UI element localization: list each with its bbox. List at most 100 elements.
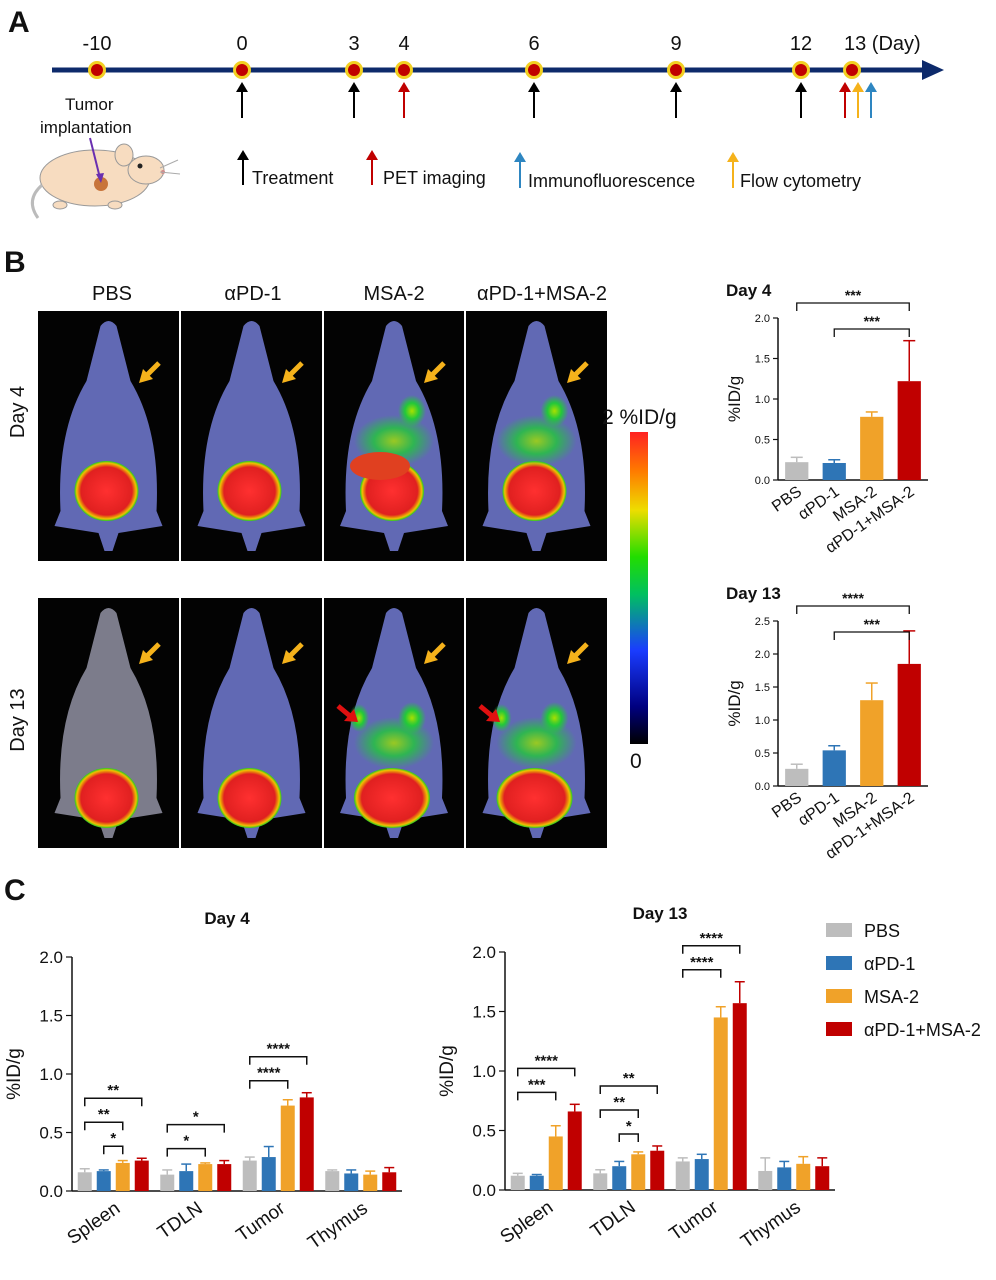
y-tick-label: 2.0 xyxy=(755,649,770,661)
liver-signal xyxy=(496,717,577,769)
pet-image xyxy=(181,311,322,561)
bar xyxy=(242,1160,257,1191)
yellow-arrow-head xyxy=(139,650,153,664)
timeline-dot xyxy=(233,61,251,79)
column-label-msa2: MSA-2 xyxy=(363,283,424,305)
significance-bracket xyxy=(618,1133,639,1142)
treatment-arrow xyxy=(528,82,540,118)
significance-bracket xyxy=(796,302,910,311)
y-axis-label: %ID/g xyxy=(725,376,744,422)
yellow-arrow-head xyxy=(282,650,296,664)
significance-label: * xyxy=(193,1109,199,1126)
panel-label-b: B xyxy=(4,246,26,279)
pet-image xyxy=(181,598,322,848)
yellow-arrow-head xyxy=(424,369,438,383)
timeline-day-label: 9 xyxy=(670,33,681,55)
significance-bracket xyxy=(103,1145,124,1155)
column-label-pbs: PBS xyxy=(92,283,132,305)
yellow-arrow-head xyxy=(139,369,153,383)
bar xyxy=(529,1175,544,1190)
flow-arrow xyxy=(852,82,864,118)
significance-bracket xyxy=(249,1079,289,1089)
bar xyxy=(694,1159,709,1190)
timeline-day-label: -10 xyxy=(83,33,112,55)
bar xyxy=(860,700,884,786)
bar xyxy=(777,1167,792,1190)
panel-label-a: A xyxy=(8,6,30,39)
significance-label: ** xyxy=(107,1082,119,1099)
pet-arrow xyxy=(839,82,851,118)
significance-label: * xyxy=(626,1118,632,1135)
y-tick-label: 0.0 xyxy=(755,781,770,793)
pet-arrow xyxy=(398,82,410,118)
bar xyxy=(280,1105,295,1191)
significance-bracket xyxy=(833,328,910,337)
legend-swatch xyxy=(826,956,852,970)
significance-label: *** xyxy=(845,287,862,303)
bar xyxy=(299,1097,314,1191)
bar xyxy=(897,381,921,480)
timeline-dot xyxy=(792,61,810,79)
row-label-day13: Day 13 xyxy=(7,688,29,751)
yellow-arrow-head xyxy=(282,369,296,383)
arrow-head xyxy=(795,82,807,92)
pet-arrow-icon xyxy=(366,150,378,185)
bar xyxy=(822,462,846,480)
timeline-day-marker: 4 xyxy=(395,33,413,79)
significance-label: ** xyxy=(98,1106,110,1123)
y-tick-label: 1.0 xyxy=(39,1065,63,1084)
significance-bracket xyxy=(517,1091,557,1101)
significance-label: ** xyxy=(623,1070,635,1087)
significance-bracket xyxy=(84,1097,143,1107)
immuno-arrow xyxy=(865,82,877,118)
x-tick-label: Tumor xyxy=(233,1198,290,1247)
significance-bracket xyxy=(166,1123,225,1133)
y-tick-label: 2.0 xyxy=(39,948,63,967)
arrow-head xyxy=(670,82,682,92)
chart-c-day13: Day 13 0.0 0.5 1.0 1.5 2.0 %ID/g Spleen TDLN Tumo… xyxy=(437,904,835,1253)
bar xyxy=(261,1157,276,1191)
bladder-signal xyxy=(217,768,282,828)
significance-bracket xyxy=(517,1067,576,1077)
timeline-legend: Treatment PET imaging Immunofluorescence… xyxy=(237,150,861,191)
bar xyxy=(179,1171,194,1191)
significance-label: *** xyxy=(864,616,881,632)
yellow-arrow-shaft xyxy=(430,642,446,658)
timeline-day-marker: 0 xyxy=(233,33,251,79)
x-tick-label: TDLN xyxy=(154,1198,207,1244)
bar xyxy=(567,1111,582,1190)
red-arrow-head xyxy=(486,709,500,722)
yellow-arrow-shaft xyxy=(145,642,161,658)
timeline-dot xyxy=(525,61,543,79)
significance-label: **** xyxy=(267,1041,291,1058)
mouse-icon xyxy=(30,137,181,219)
chart-title: Day 4 xyxy=(726,281,772,300)
yellow-arrow-shaft xyxy=(145,361,161,377)
legend-label: PBS xyxy=(864,921,900,941)
timeline-day-marker: 13 (Day) xyxy=(843,33,921,79)
legend-c: PBS αPD-1 MSA-2 αPD-1+MSA-2 xyxy=(826,921,981,1040)
x-tick-label: Spleen xyxy=(497,1197,558,1248)
y-tick-label: 2.0 xyxy=(472,943,496,962)
significance-bracket xyxy=(166,1147,206,1157)
timeline-dot xyxy=(667,61,685,79)
significance-bracket xyxy=(682,969,722,978)
y-tick-label: 1.0 xyxy=(755,715,770,727)
legend-label: αPD-1 xyxy=(864,954,915,974)
y-tick-label: 1.5 xyxy=(755,682,770,694)
bar xyxy=(860,416,884,480)
timeline-day-label: 3 xyxy=(348,33,359,55)
tumor-label-line2: implantation xyxy=(40,118,132,137)
bar xyxy=(382,1172,397,1191)
bar xyxy=(217,1164,232,1191)
y-tick-label: 0.5 xyxy=(472,1122,496,1141)
yellow-arrow-head xyxy=(567,650,581,664)
y-tick-label: 0.0 xyxy=(39,1182,63,1201)
x-tick-label: TDLN xyxy=(587,1197,640,1243)
significance-bracket xyxy=(796,605,910,614)
flow-arrow-icon xyxy=(727,152,739,188)
pet-image xyxy=(38,598,179,848)
treatment-arrow xyxy=(236,82,248,118)
row-label-day4: Day 4 xyxy=(7,386,29,438)
